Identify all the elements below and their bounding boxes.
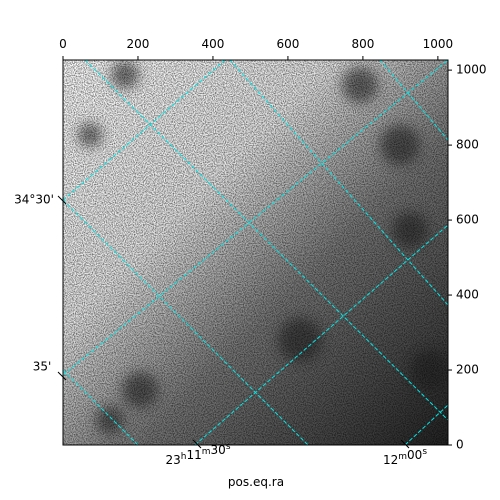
dec-tick-label: 34°30' — [14, 193, 54, 207]
x-tick-label: 400 — [201, 37, 224, 51]
frame — [62, 59, 449, 446]
ra-unit: s — [226, 442, 231, 452]
ra-tick-label: 23h11m30s — [165, 442, 230, 467]
ra-unit: m — [202, 447, 211, 457]
y-tick-label: 0 — [456, 438, 464, 452]
x-tick-label: 200 — [127, 37, 150, 51]
y-tick-label: 400 — [456, 288, 479, 302]
x-tick-label: 0 — [59, 37, 67, 51]
x-tick-label: 600 — [276, 37, 299, 51]
ra-unit: h — [181, 452, 187, 462]
x-tick-label: 800 — [351, 37, 374, 51]
y-tick-label: 600 — [456, 213, 479, 227]
y-tick-label: 1000 — [456, 63, 487, 77]
ra-unit: m — [398, 452, 407, 462]
ra-part: 30 — [211, 443, 226, 457]
world-ticks — [57, 195, 410, 449]
x-axis-label: pos.eq.ra — [228, 475, 284, 489]
ra-tick-label: 12m00s — [383, 447, 427, 467]
ra-unit: s — [422, 447, 427, 457]
y-tick-label: 200 — [456, 363, 479, 377]
image — [63, 60, 448, 445]
y-tick-label: 800 — [456, 138, 479, 152]
ra-part: 12 — [383, 453, 398, 467]
x-tick-label: 1000 — [423, 37, 454, 51]
dec-tick-label: 35' — [33, 360, 52, 374]
ra-part: 11 — [186, 448, 201, 462]
ra-part: 23 — [165, 453, 180, 467]
ra-part: 00 — [407, 448, 422, 462]
